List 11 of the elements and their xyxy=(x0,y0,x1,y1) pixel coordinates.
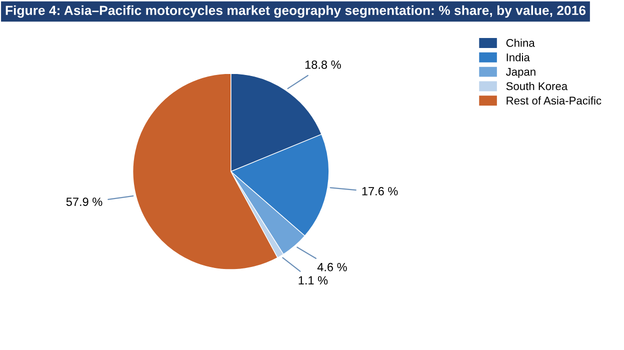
legend-label: South Korea xyxy=(506,82,568,90)
data-label: 17.6 % xyxy=(362,187,398,196)
legend-label: Japan xyxy=(506,68,536,78)
legend-label: China xyxy=(506,38,535,47)
chart-title: Figure 4: Asia–Pacific motorcycles market geography segmentation: % share, by value, 2016 xyxy=(6,5,586,18)
data-label: 4.6 % xyxy=(317,262,347,272)
data-label: 57.9 % xyxy=(66,198,102,206)
legend-label: Rest of Asia-Pacific xyxy=(506,96,602,105)
data-label: 1.1 % xyxy=(298,276,328,284)
legend-label: India xyxy=(506,53,530,62)
data-label: 18.8 % xyxy=(305,60,341,69)
